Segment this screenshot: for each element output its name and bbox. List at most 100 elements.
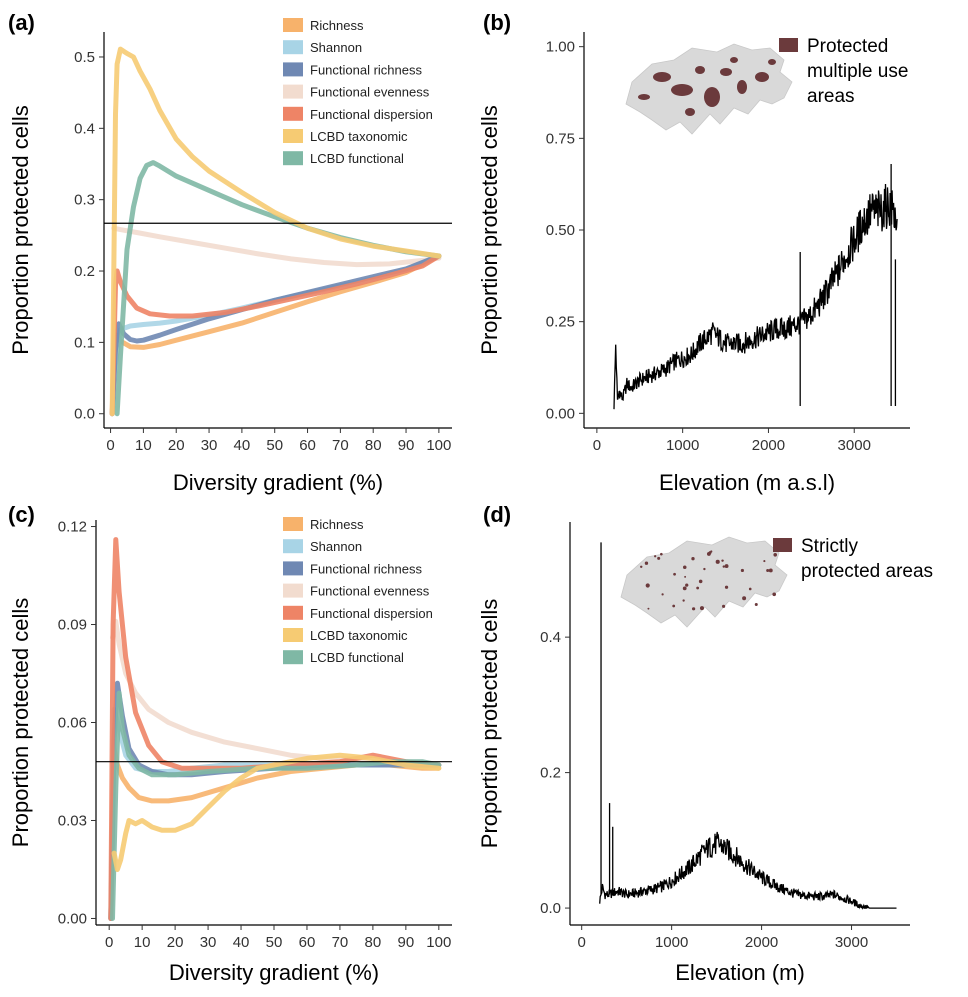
legend-key	[283, 583, 303, 598]
y-tick-label: 0.50	[546, 222, 575, 239]
protected-patch	[691, 607, 696, 611]
legend-key	[283, 106, 303, 121]
series-line-lcbd-functional	[110, 690, 442, 921]
protected-patch	[772, 592, 777, 597]
x-tick-label: 50	[266, 437, 283, 454]
legend-label: LCBD taxonomic	[310, 628, 408, 643]
legend-key	[283, 62, 303, 77]
x-tick-label: 70	[332, 934, 349, 951]
series-line-functional-dispersion	[109, 253, 442, 417]
series-line-functional-evenness	[111, 225, 442, 268]
x-tick-label: 40	[234, 437, 251, 454]
x-tick-label: 90	[398, 934, 415, 951]
protected-patch	[768, 59, 776, 65]
y-axis-title: Proportion protected cells	[8, 105, 33, 354]
x-tick-label: 30	[201, 437, 218, 454]
panel-label: (a)	[8, 10, 35, 35]
protected-patch	[748, 587, 752, 591]
protected-patch	[640, 565, 643, 569]
protected-patch	[766, 568, 770, 572]
protected-patch	[704, 87, 720, 107]
y-tick-label: 0.0	[540, 900, 561, 917]
series-line-lcbd-taxonomic	[109, 46, 442, 417]
y-tick-label: 0.4	[74, 120, 95, 137]
x-tick-label: 100	[426, 437, 451, 454]
x-tick-label: 70	[332, 437, 349, 454]
y-tick-label: 0.0	[74, 406, 95, 423]
legend-key	[283, 605, 303, 620]
legend-label: Functional richness	[310, 561, 422, 576]
protected-patch	[724, 564, 729, 569]
protected-patch	[768, 568, 773, 573]
y-axis-title: Proportion protected cells	[477, 599, 502, 848]
legend-key	[283, 650, 303, 665]
panel-d: (d) 0.0 0.2 0.4 0 1000 2000 3000 Elevation (m) Pr…	[477, 502, 933, 985]
y-tick-label: 0.5	[74, 49, 95, 66]
x-tick-label: 1000	[666, 437, 699, 454]
legend-key	[283, 84, 303, 99]
legend-key	[283, 129, 303, 143]
x-tick-label: 0	[105, 934, 113, 951]
protected-patch	[773, 552, 778, 557]
protected-patch	[730, 57, 738, 63]
y-tick-label: 0.4	[540, 629, 561, 646]
legend-label: Shannon	[310, 40, 362, 55]
protected-patch	[740, 568, 744, 573]
x-tick-label: 30	[200, 934, 217, 951]
protected-patch	[754, 602, 758, 606]
x-tick-label: 60	[299, 934, 316, 951]
legend-label: Richness	[310, 517, 364, 532]
legend-label: Richness	[310, 18, 364, 33]
protected-patch	[683, 565, 687, 569]
protected-patch	[710, 550, 713, 553]
legend-key	[283, 561, 303, 576]
protected-patch	[682, 586, 687, 591]
protected-patch	[685, 108, 695, 116]
x-tick-label: 3000	[835, 934, 868, 951]
y-tick-label: 0.06	[58, 715, 87, 732]
series-line-lcbd-taxonomic	[111, 752, 442, 872]
inset-legend-label: protected areas	[801, 561, 933, 582]
y-tick-label: 1.00	[546, 39, 575, 56]
x-tick-label: 80	[365, 437, 382, 454]
legend-key	[283, 18, 303, 32]
x-tick-label: 90	[398, 437, 415, 454]
legend-key	[283, 628, 303, 642]
x-tick-label: 20	[167, 934, 184, 951]
protected-patch	[715, 559, 720, 564]
y-tick-label: 0.1	[74, 334, 95, 351]
protected-patch	[644, 561, 649, 565]
protected-patch	[724, 585, 729, 589]
y-tick-label: 0.75	[546, 130, 575, 147]
x-tick-label: 50	[266, 934, 283, 951]
legend-label: LCBD functional	[310, 151, 404, 166]
inset-legend-label: areas	[807, 86, 855, 107]
legend-label: Functional dispersion	[310, 107, 433, 122]
inset-legend-label: multiple use	[807, 61, 908, 82]
x-axis-title: Elevation (m a.s.l)	[659, 470, 835, 495]
legend-label: Functional richness	[310, 62, 422, 77]
x-tick-label: 10	[135, 437, 152, 454]
protected-patch	[661, 593, 664, 596]
y-tick-label: 0.12	[58, 519, 87, 536]
protected-patch	[657, 556, 661, 560]
series-line-functional-dispersion	[108, 537, 442, 921]
x-tick-label: 40	[233, 934, 250, 951]
x-axis-title: Diversity gradient (%)	[169, 960, 379, 985]
protected-patch	[653, 72, 671, 82]
protected-patch	[660, 552, 663, 556]
protected-patch	[737, 80, 747, 94]
elevation-trace	[613, 183, 898, 410]
protected-patch	[699, 606, 705, 611]
legend-label: Shannon	[310, 539, 362, 554]
x-tick-label: 0	[593, 437, 601, 454]
legend-label: Functional evenness	[310, 584, 430, 599]
legend-key	[283, 40, 303, 55]
protected-patch	[647, 607, 650, 610]
inset-legend-label: Strictly	[801, 536, 859, 557]
series-line-lcbd-functional	[114, 160, 442, 417]
protected-patch	[672, 604, 676, 608]
elevation-trace	[599, 831, 897, 910]
legend-label: Functional dispersion	[310, 606, 433, 621]
